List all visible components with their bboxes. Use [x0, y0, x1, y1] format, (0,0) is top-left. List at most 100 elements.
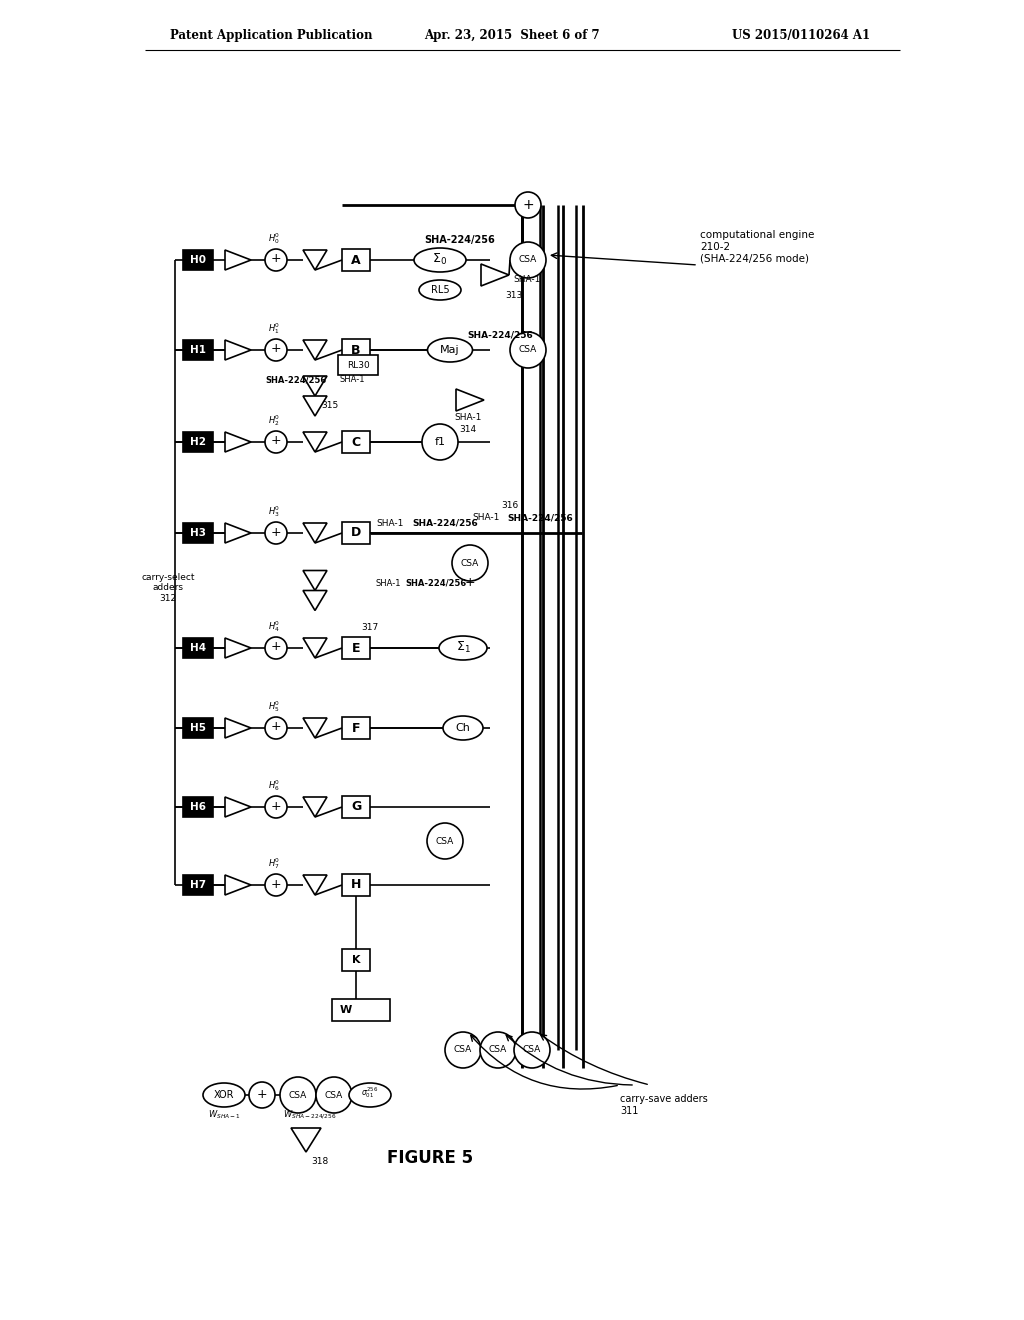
- Text: 316: 316: [502, 500, 518, 510]
- Ellipse shape: [427, 338, 472, 362]
- Text: E: E: [352, 642, 360, 655]
- Circle shape: [452, 545, 488, 581]
- Polygon shape: [303, 638, 327, 657]
- FancyBboxPatch shape: [342, 521, 370, 544]
- Polygon shape: [303, 249, 327, 271]
- Circle shape: [265, 249, 287, 271]
- Polygon shape: [225, 432, 251, 451]
- Ellipse shape: [443, 715, 483, 741]
- Text: $H_7^0$: $H_7^0$: [268, 857, 281, 871]
- Text: 313: 313: [505, 290, 522, 300]
- Polygon shape: [303, 432, 327, 451]
- Text: 314: 314: [460, 425, 476, 434]
- Ellipse shape: [419, 280, 461, 300]
- Circle shape: [514, 1032, 550, 1068]
- Polygon shape: [456, 389, 484, 411]
- Text: SHA-1: SHA-1: [455, 413, 481, 422]
- Circle shape: [510, 333, 546, 368]
- Text: H5: H5: [190, 723, 206, 733]
- Text: $W_{SHA-1}$: $W_{SHA-1}$: [208, 1109, 241, 1121]
- Circle shape: [265, 874, 287, 896]
- Polygon shape: [303, 523, 327, 543]
- Text: 318: 318: [311, 1158, 329, 1167]
- FancyBboxPatch shape: [183, 249, 213, 271]
- Ellipse shape: [414, 248, 466, 272]
- Text: F: F: [352, 722, 360, 734]
- Text: 317: 317: [361, 623, 379, 632]
- Text: SHA-224/256: SHA-224/256: [412, 519, 478, 528]
- Text: Ch: Ch: [456, 723, 470, 733]
- FancyBboxPatch shape: [183, 875, 213, 895]
- Text: Apr. 23, 2015  Sheet 6 of 7: Apr. 23, 2015 Sheet 6 of 7: [424, 29, 600, 41]
- Polygon shape: [303, 590, 327, 610]
- Text: B: B: [351, 343, 360, 356]
- Circle shape: [280, 1077, 316, 1113]
- Text: $\Sigma_1$: $\Sigma_1$: [456, 639, 470, 655]
- FancyBboxPatch shape: [183, 341, 213, 360]
- Text: SHA-1: SHA-1: [375, 578, 400, 587]
- Polygon shape: [481, 264, 509, 286]
- Text: $\Sigma_0$: $\Sigma_0$: [432, 251, 447, 267]
- Circle shape: [480, 1032, 516, 1068]
- Polygon shape: [291, 1129, 321, 1152]
- FancyBboxPatch shape: [183, 718, 213, 738]
- Text: computational engine
210-2
(SHA-224/256 mode): computational engine 210-2 (SHA-224/256 …: [700, 230, 814, 263]
- Polygon shape: [225, 875, 251, 895]
- FancyBboxPatch shape: [342, 638, 370, 659]
- Circle shape: [316, 1077, 352, 1113]
- Text: CSA: CSA: [436, 837, 454, 846]
- Text: SHA-1: SHA-1: [513, 276, 541, 285]
- Polygon shape: [303, 570, 327, 590]
- Circle shape: [422, 424, 458, 459]
- Polygon shape: [303, 875, 327, 895]
- FancyBboxPatch shape: [342, 874, 370, 896]
- Polygon shape: [303, 396, 327, 416]
- FancyBboxPatch shape: [342, 796, 370, 818]
- Text: $H_6^0$: $H_6^0$: [268, 777, 281, 793]
- Circle shape: [445, 1032, 481, 1068]
- Circle shape: [510, 242, 546, 279]
- Text: CSA: CSA: [325, 1090, 343, 1100]
- Text: SHA-1: SHA-1: [472, 513, 500, 523]
- Text: H7: H7: [189, 880, 206, 890]
- Circle shape: [265, 432, 287, 453]
- Text: 315: 315: [322, 400, 339, 409]
- Text: carry-select
adders
312: carry-select adders 312: [141, 573, 195, 603]
- Text: $H_5^0$: $H_5^0$: [268, 700, 281, 714]
- Text: K: K: [352, 954, 360, 965]
- Text: $H_4^0$: $H_4^0$: [268, 619, 281, 634]
- Circle shape: [265, 717, 287, 739]
- Text: SHA-224/256: SHA-224/256: [265, 375, 327, 384]
- Circle shape: [249, 1082, 275, 1107]
- Text: SHA-224/256: SHA-224/256: [467, 330, 532, 339]
- Text: CSA: CSA: [289, 1090, 307, 1100]
- Polygon shape: [225, 718, 251, 738]
- Text: $H_2^0$: $H_2^0$: [268, 413, 281, 428]
- Text: SHA-224/256: SHA-224/256: [406, 578, 467, 587]
- Text: H1: H1: [190, 345, 206, 355]
- FancyBboxPatch shape: [332, 999, 390, 1020]
- Polygon shape: [225, 523, 251, 543]
- Polygon shape: [225, 797, 251, 817]
- FancyBboxPatch shape: [342, 432, 370, 453]
- Text: Maj: Maj: [440, 345, 460, 355]
- Polygon shape: [225, 638, 251, 657]
- Text: W: W: [340, 1005, 352, 1015]
- Text: H4: H4: [189, 643, 206, 653]
- Text: CSA: CSA: [488, 1045, 507, 1055]
- Polygon shape: [303, 718, 327, 738]
- Text: SHA-1: SHA-1: [339, 375, 365, 384]
- FancyBboxPatch shape: [342, 249, 370, 271]
- Text: $H_1^0$: $H_1^0$: [268, 321, 281, 337]
- FancyBboxPatch shape: [342, 717, 370, 739]
- Text: A: A: [351, 253, 360, 267]
- Text: G: G: [351, 800, 361, 813]
- Text: SHA-224/256: SHA-224/256: [507, 513, 572, 523]
- Text: FIGURE 5: FIGURE 5: [387, 1148, 473, 1167]
- FancyBboxPatch shape: [338, 355, 378, 375]
- Ellipse shape: [349, 1082, 391, 1107]
- Ellipse shape: [203, 1082, 245, 1107]
- Ellipse shape: [439, 636, 487, 660]
- Polygon shape: [225, 341, 251, 360]
- FancyBboxPatch shape: [342, 949, 370, 972]
